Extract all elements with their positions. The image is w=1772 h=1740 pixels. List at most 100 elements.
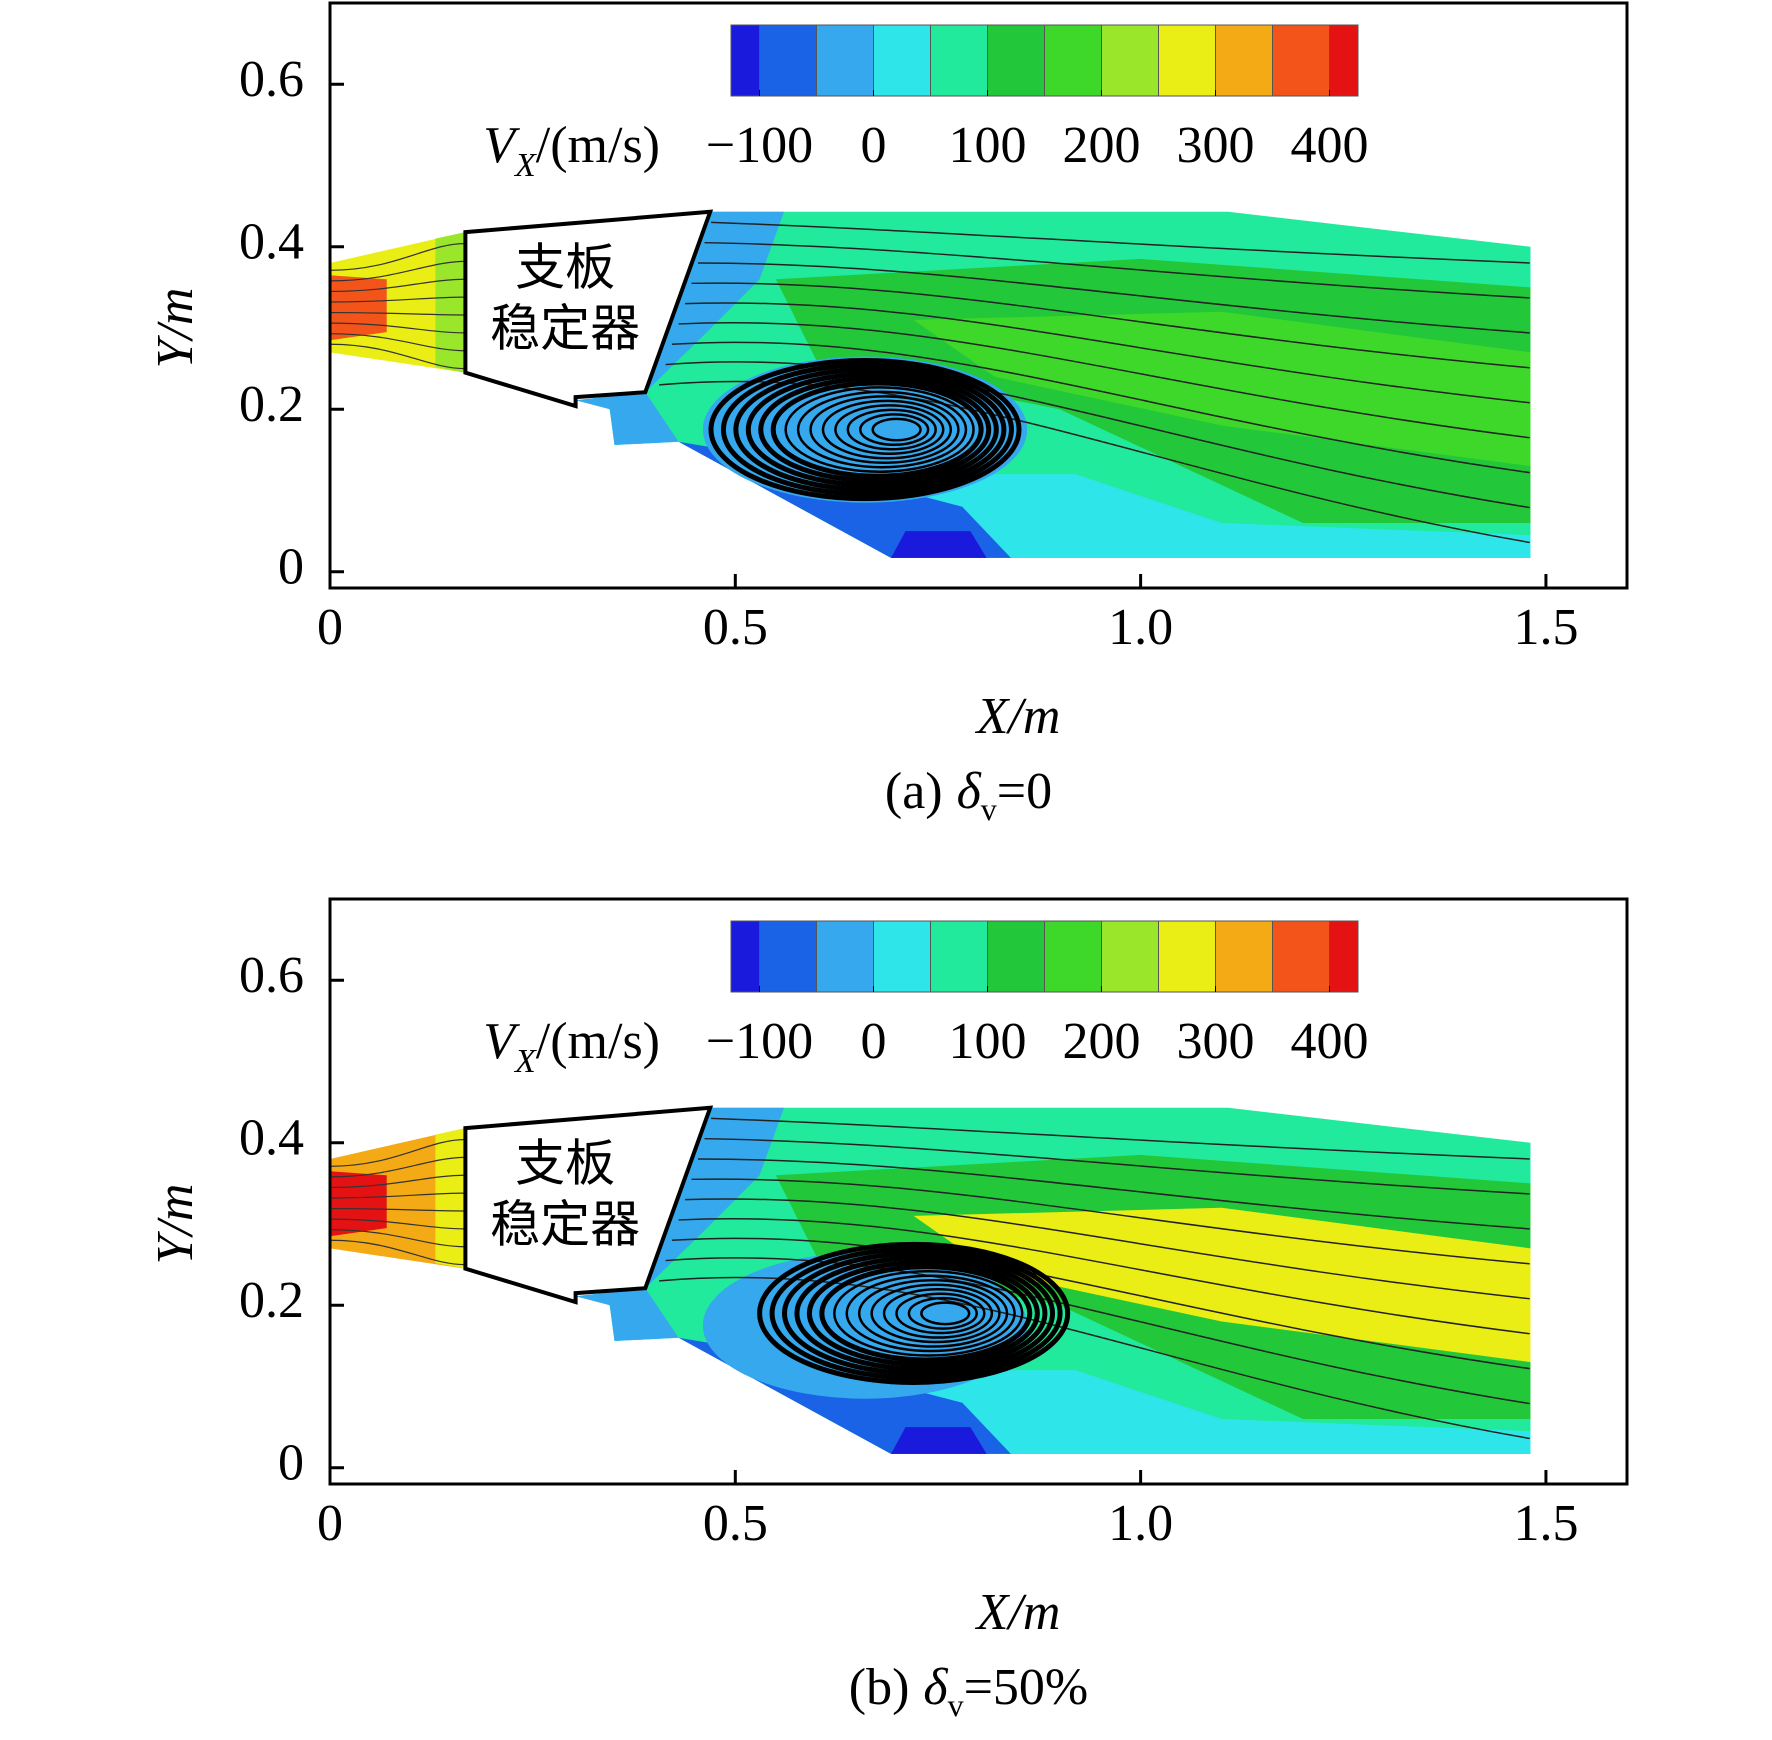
colorbar-segment xyxy=(730,920,760,993)
contour-zone xyxy=(645,211,784,393)
vortex-line xyxy=(834,404,945,455)
colorbar-segment xyxy=(1329,24,1359,97)
streamline xyxy=(329,311,466,316)
colorbar-segment xyxy=(1101,24,1159,97)
streamline xyxy=(678,321,1530,439)
streamline xyxy=(329,242,466,271)
x-tick-label: 1.0 xyxy=(1108,599,1173,656)
colorbar-label: VX/(m/s) xyxy=(483,117,660,184)
colorbar-label: VX/(m/s) xyxy=(483,1013,660,1080)
colorbar-segment xyxy=(1044,24,1102,97)
vortex-line xyxy=(757,1241,1071,1385)
contour-zone xyxy=(330,1171,387,1237)
streamline xyxy=(672,341,1530,474)
y-tick-label: 0 xyxy=(278,1435,304,1492)
colorbar-tick-label: 100 xyxy=(949,1013,1027,1070)
contour-zone xyxy=(645,1107,784,1289)
vortex-line xyxy=(733,366,1007,493)
contour-zone xyxy=(435,1128,466,1269)
colorbar-segment xyxy=(987,24,1045,97)
colorbar-tick-label: −100 xyxy=(706,1013,813,1070)
streamline xyxy=(329,296,466,303)
colorbar-tick-label: 100 xyxy=(949,117,1027,174)
vortex-line xyxy=(882,1287,994,1339)
x-tick-label: 1.5 xyxy=(1513,1495,1578,1552)
colorbar-segment xyxy=(873,920,931,993)
stabilizer-label: 支板 xyxy=(515,1135,615,1193)
colorbar-segment xyxy=(1215,920,1273,993)
y-tick-label: 0 xyxy=(278,539,304,596)
streamline xyxy=(329,260,466,282)
streamline xyxy=(329,322,466,334)
contour-zone xyxy=(891,1370,1531,1454)
vortex-line xyxy=(794,1255,1048,1372)
stabilizer xyxy=(463,209,714,409)
y-axis-label: Y/m xyxy=(147,1184,204,1265)
contour-zone xyxy=(435,232,466,373)
vortex-line xyxy=(895,1292,986,1335)
x-tick-label: 1.5 xyxy=(1513,599,1578,656)
caption-symbol: δ xyxy=(957,763,982,820)
streamline xyxy=(659,380,1530,544)
colorbar-symbol: V xyxy=(483,117,520,174)
colorbar-segment xyxy=(873,24,931,97)
streamline xyxy=(698,262,1530,334)
colorbar-segment xyxy=(930,920,988,993)
y-tick-label: 0.2 xyxy=(239,376,304,433)
vortex-line xyxy=(770,380,984,479)
streamline xyxy=(329,1174,466,1189)
plot-frame xyxy=(328,897,1629,1486)
streamline xyxy=(672,1237,1530,1370)
vortex-line xyxy=(859,413,930,447)
streamline xyxy=(691,1178,1530,1265)
streamline xyxy=(329,1229,466,1248)
contour-zone xyxy=(575,1288,679,1341)
streamline xyxy=(710,221,1530,264)
vortex-line xyxy=(806,1259,1040,1367)
stabilizer-label: 稳定器 xyxy=(490,300,640,358)
colorbar-segment xyxy=(987,920,1045,993)
colorbar-segment xyxy=(1044,920,1102,993)
vortex-line xyxy=(871,417,922,442)
streamline xyxy=(685,1198,1530,1300)
y-tick-label: 0.4 xyxy=(239,214,304,271)
caption-value: =0 xyxy=(997,763,1052,820)
contour-zone xyxy=(575,392,679,445)
caption-value: =50% xyxy=(964,1659,1089,1716)
colorbar-tick-label: 0 xyxy=(861,117,887,174)
colorbar-tick-label: 0 xyxy=(861,1013,887,1070)
colorbar-tick-label: −100 xyxy=(706,117,813,174)
colorbar-segment xyxy=(816,920,874,993)
contour-zone xyxy=(891,531,987,558)
colorbar-tick-label: 200 xyxy=(1063,117,1141,174)
vortex-line xyxy=(782,1250,1056,1376)
colorbar-tick-label: 300 xyxy=(1177,117,1255,174)
x-tick-label: 0 xyxy=(317,599,343,656)
y-axis-label: Y/m xyxy=(147,288,204,369)
vortex-line xyxy=(821,399,953,460)
vortex-line xyxy=(796,390,968,469)
stabilizer-label: 支板 xyxy=(515,239,615,297)
streamline xyxy=(329,278,466,293)
streamline xyxy=(329,1239,466,1266)
streamline xyxy=(329,1138,466,1167)
contour-zone xyxy=(891,474,1531,558)
colorbar-subscript: X xyxy=(513,1043,537,1080)
stabilizer-label: 稳定器 xyxy=(490,1196,640,1254)
streamline xyxy=(329,333,466,352)
colorbar-tick-label: 400 xyxy=(1291,117,1369,174)
y-tick-label: 0.4 xyxy=(239,1110,304,1167)
vortex-line xyxy=(845,1274,1016,1353)
streamline xyxy=(704,1137,1530,1195)
caption-label: (a) xyxy=(885,763,943,820)
vortex-line xyxy=(846,408,937,451)
x-tick-label: 1.0 xyxy=(1108,1495,1173,1552)
caption: (b) δv=50% xyxy=(849,1659,1088,1723)
colorbar-unit: /(m/s) xyxy=(536,1013,660,1070)
contour-zone xyxy=(330,275,387,341)
caption-subscript: v xyxy=(981,791,997,827)
colorbar-segment xyxy=(759,24,817,97)
streamline xyxy=(665,1257,1530,1405)
colorbar-subscript: X xyxy=(513,147,537,184)
